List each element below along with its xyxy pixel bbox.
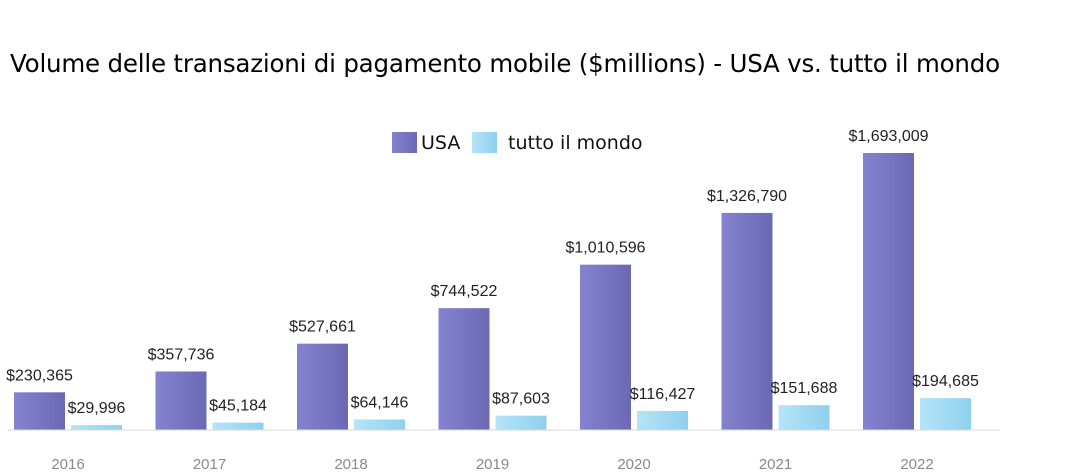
data-label-usa-2018: $527,661 [289, 319, 356, 336]
data-label-usa-2017: $357,736 [148, 346, 215, 363]
bar-world-2018 [354, 419, 405, 430]
x-tick-2016: 2016 [51, 456, 84, 472]
bar-world-2017 [212, 422, 264, 430]
bar-usa-2018 [297, 343, 348, 430]
bar-world-2021 [778, 405, 830, 430]
data-label-world-2020: $116,427 [630, 386, 696, 403]
data-label-usa-2021: $1,326,790 [707, 188, 787, 205]
bars [14, 153, 971, 430]
bar-world-2022 [920, 398, 971, 430]
bar-usa-2022 [863, 153, 914, 430]
data-label-usa-2022: $1,693,009 [848, 128, 928, 145]
data-label-usa-2016: $230,365 [6, 367, 73, 384]
x-axis-ticks: 2016 2017 2018 2019 2020 2021 2022 [51, 456, 933, 472]
data-label-world-2021: $151,688 [771, 380, 838, 397]
bar-usa-2021 [721, 212, 773, 430]
data-label-world-2018: $64,146 [351, 395, 409, 412]
x-tick-2017: 2017 [193, 456, 226, 472]
data-label-world-2017: $45,184 [209, 398, 267, 415]
chart-title: Volume delle transazioni di pagamento mo… [10, 49, 1000, 78]
x-tick-2019: 2019 [476, 456, 509, 472]
legend-swatch-world [472, 132, 497, 153]
data-label-world-2019: $87,603 [492, 391, 550, 408]
bar-world-2019 [495, 415, 547, 430]
legend-swatch-usa [392, 132, 417, 153]
bar-usa-2020 [580, 264, 631, 430]
x-tick-2021: 2021 [759, 456, 792, 472]
bar-usa-2016 [14, 392, 65, 430]
x-tick-2020: 2020 [617, 456, 650, 472]
data-label-usa-2020: $1,010,596 [565, 240, 645, 257]
data-labels: $230,365 $29,996 $357,736 $45,184 $527,661 $6… [6, 128, 979, 417]
bar-world-2016 [71, 425, 122, 430]
legend-label-usa: USA [421, 132, 460, 154]
bar-usa-2019 [438, 308, 490, 430]
bar-world-2020 [637, 410, 688, 430]
data-label-world-2016: $29,996 [68, 400, 126, 417]
x-tick-2022: 2022 [900, 456, 933, 472]
data-label-world-2022: $194,685 [912, 373, 979, 390]
legend-label-world: tutto il mondo [508, 132, 643, 154]
legend: USA tutto il mondo [392, 132, 643, 154]
data-label-usa-2019: $744,522 [431, 283, 498, 300]
x-tick-2018: 2018 [334, 456, 367, 472]
bar-usa-2017 [155, 371, 207, 430]
